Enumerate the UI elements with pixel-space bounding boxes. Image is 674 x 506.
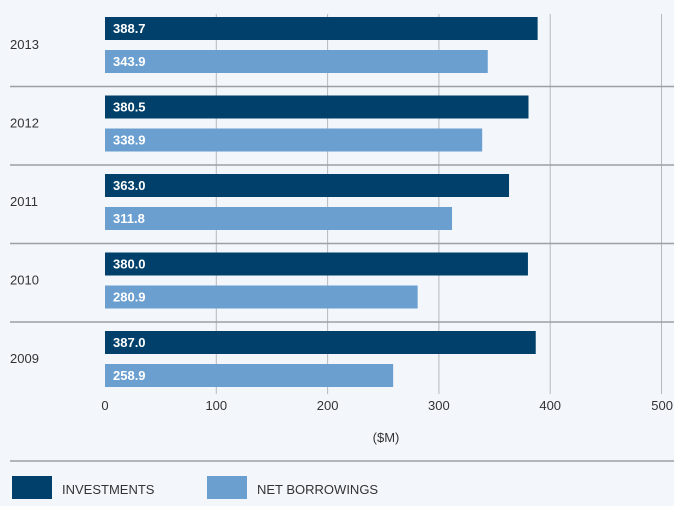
x-tick-label: 100 (205, 398, 227, 413)
bar-value-label: 280.9 (113, 290, 146, 305)
legend-label-investments: INVESTMENTS (62, 482, 155, 497)
legend-swatch-investments (12, 476, 52, 499)
x-tick-label: 0 (101, 398, 108, 413)
bar-investments-2011 (105, 174, 510, 197)
bar-value-label: 363.0 (113, 178, 146, 193)
bar-net-borrowings-2011 (105, 207, 453, 230)
category-label: 2010 (10, 273, 39, 288)
x-tick-label: 500 (651, 398, 673, 413)
bar-value-label: 311.8 (113, 211, 145, 226)
bar-value-label: 388.7 (113, 21, 146, 36)
bar-investments-2012 (105, 95, 529, 119)
bar-value-label: 380.5 (113, 100, 146, 115)
bar-value-label: 387.0 (113, 335, 146, 350)
bar-value-label: 380.0 (113, 257, 146, 272)
bar-value-label: 258.9 (113, 368, 146, 383)
x-tick-label: 300 (428, 398, 450, 413)
legend-swatch-net-borrowings (207, 476, 247, 499)
grid-lines (215, 14, 662, 394)
category-label: 2012 (10, 116, 39, 131)
bar-value-label: 338.9 (113, 133, 146, 148)
legend: INVESTMENTS NET BORROWINGS (10, 460, 674, 499)
x-tick-label: 400 (539, 398, 561, 413)
bar-net-borrowings-2009 (105, 364, 394, 387)
bars: 388.7 343.9 380.5 338.9 363.0 311.8 380.0 280.9… (105, 17, 538, 387)
x-axis-label: ($M) (373, 430, 400, 445)
legend-label-net-borrowings: NET BORROWINGS (257, 482, 378, 497)
bar-investments-2013 (105, 17, 538, 40)
bar-value-label: 343.9 (113, 54, 146, 69)
bar-investments-2010 (105, 252, 528, 276)
category-separators (10, 85, 674, 323)
bar-net-borrowings-2012 (105, 128, 483, 152)
x-tick-label: 200 (317, 398, 339, 413)
category-label: 2013 (10, 37, 39, 52)
bar-net-borrowings-2010 (105, 285, 418, 309)
bar-net-borrowings-2013 (105, 50, 488, 73)
category-label: 2009 (10, 351, 39, 366)
x-axis-ticks: 0 100 200 300 400 500 (101, 398, 673, 413)
bar-investments-2009 (105, 331, 536, 354)
category-labels: 2013 2012 2011 2010 2009 (10, 37, 39, 366)
category-label: 2011 (10, 194, 38, 209)
